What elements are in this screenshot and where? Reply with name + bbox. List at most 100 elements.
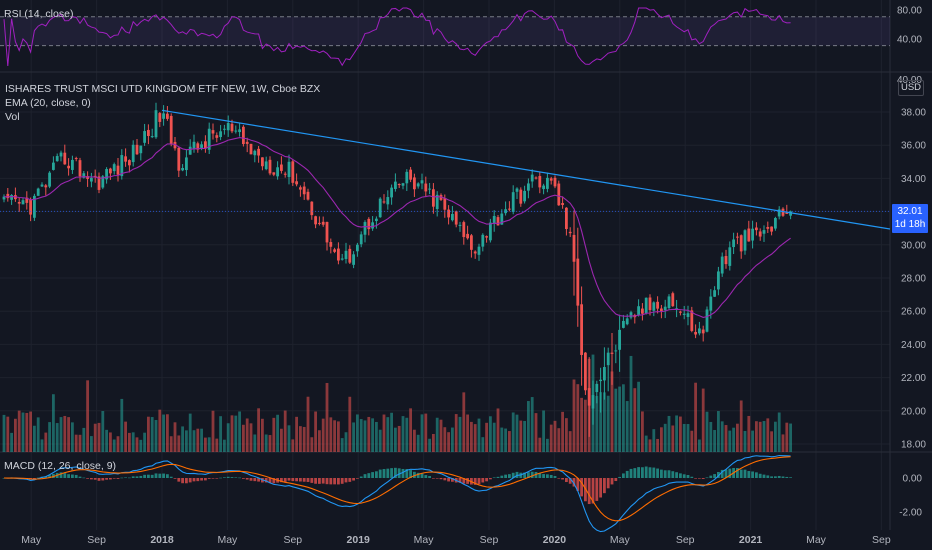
candle-body — [428, 188, 431, 190]
volume-bar — [732, 427, 735, 452]
candle-body — [618, 329, 621, 350]
volume-bar — [177, 435, 181, 452]
candle-body — [629, 312, 633, 318]
macd-hist-bar — [466, 478, 469, 484]
volume-bar — [196, 428, 200, 452]
volume-bar — [219, 416, 222, 452]
ema-legend[interactable]: EMA (20, close, 0) — [5, 97, 91, 109]
volume-bar — [720, 421, 724, 452]
macd-hist-bar — [542, 474, 545, 478]
candle-body — [652, 302, 656, 311]
volume-bar — [291, 439, 295, 452]
candle-body — [667, 296, 671, 308]
candle-body — [257, 148, 260, 156]
volume-bar — [154, 420, 158, 452]
volume-bar — [74, 434, 78, 452]
volume-bar — [158, 409, 162, 452]
currency-badge[interactable]: USD — [898, 80, 924, 96]
volume-bar — [371, 418, 374, 452]
volume-bar — [470, 421, 473, 452]
rsi-legend[interactable]: RSI (14, close) — [4, 8, 74, 20]
candle-body — [340, 258, 344, 260]
candle-body — [454, 211, 458, 225]
candle-body — [401, 183, 405, 186]
macd-hist-bar — [587, 478, 591, 505]
rsi-band — [0, 16, 890, 46]
volume-bar — [234, 415, 238, 452]
macd-hist-bar — [671, 471, 675, 478]
volume-bar — [344, 432, 348, 452]
macd-hist-bar — [690, 476, 694, 478]
candle-body — [466, 233, 469, 239]
volume-bar — [36, 417, 40, 452]
macd-hist-bar — [367, 473, 371, 478]
candle-body — [223, 128, 226, 130]
macd-hist-bar — [105, 478, 108, 480]
candle-body — [553, 177, 557, 187]
candle-body — [648, 297, 652, 311]
macd-hist-bar — [641, 467, 644, 478]
volume-bar — [774, 421, 777, 452]
price-tick-label: 38.00 — [901, 108, 926, 119]
volume-bar — [428, 438, 431, 452]
volume-bar — [557, 428, 561, 452]
candle-body — [671, 293, 675, 307]
volume-bar — [473, 424, 477, 452]
volume-legend[interactable]: Vol — [5, 111, 20, 123]
candle-body — [470, 235, 473, 250]
macd-hist-bar — [33, 478, 36, 479]
candle-body — [238, 129, 241, 133]
volume-bar — [93, 423, 97, 452]
candle-body — [527, 183, 530, 191]
volume-bar — [622, 384, 625, 452]
volume-bar — [538, 437, 542, 452]
macd-hist-bar — [420, 473, 424, 478]
volume-bar — [356, 414, 359, 452]
candle-body — [344, 250, 348, 259]
macd-hist-bar — [458, 478, 462, 483]
macd-hist-bar — [652, 467, 656, 478]
candle-body — [758, 231, 762, 237]
time-tick-label: Sep — [283, 534, 302, 546]
volume-bar — [435, 417, 439, 452]
candle-body — [580, 304, 583, 355]
macd-hist-bar — [131, 476, 135, 478]
macd-hist-bar — [211, 478, 215, 479]
volume-bar — [211, 410, 215, 452]
macd-hist-bar — [226, 476, 230, 478]
volume-bar — [52, 394, 55, 452]
volume-bar — [451, 427, 454, 452]
candle-body — [736, 236, 739, 238]
volume-bar — [633, 388, 637, 452]
candle-body — [508, 208, 511, 210]
macd-legend[interactable]: MACD (12, 26, close, 9) — [4, 460, 117, 472]
candle-body — [595, 383, 599, 393]
macd-hist-bar — [394, 467, 397, 478]
volume-bar — [139, 439, 143, 452]
volume-bar — [82, 427, 86, 452]
candle-body — [207, 128, 211, 150]
symbol-title[interactable]: ISHARES TRUST MSCI UTD KINGDOM ETF NEW, … — [5, 83, 321, 95]
volume-bar — [694, 382, 697, 452]
macd-hist-bar — [329, 478, 333, 485]
candle-body — [310, 201, 314, 216]
macd-tick-label: -2.00 — [899, 508, 922, 519]
volume-bar — [14, 418, 17, 452]
volume-bar — [777, 412, 781, 452]
candle-body — [755, 227, 758, 231]
candle-body — [557, 183, 561, 206]
volume-bar — [185, 430, 188, 452]
macd-hist-bar — [63, 473, 67, 478]
candle-body — [717, 271, 720, 290]
volume-bar — [667, 415, 671, 452]
volume-bar — [10, 432, 13, 452]
macd-hist-bar — [637, 467, 640, 478]
macd-hist-bar — [770, 476, 773, 478]
candle-body — [230, 123, 234, 132]
candle-body — [348, 248, 352, 263]
macd-hist-bar — [71, 474, 74, 478]
macd-hist-bar — [629, 468, 633, 478]
macd-hist-bar — [299, 478, 302, 482]
macd-hist-bar — [481, 478, 485, 483]
